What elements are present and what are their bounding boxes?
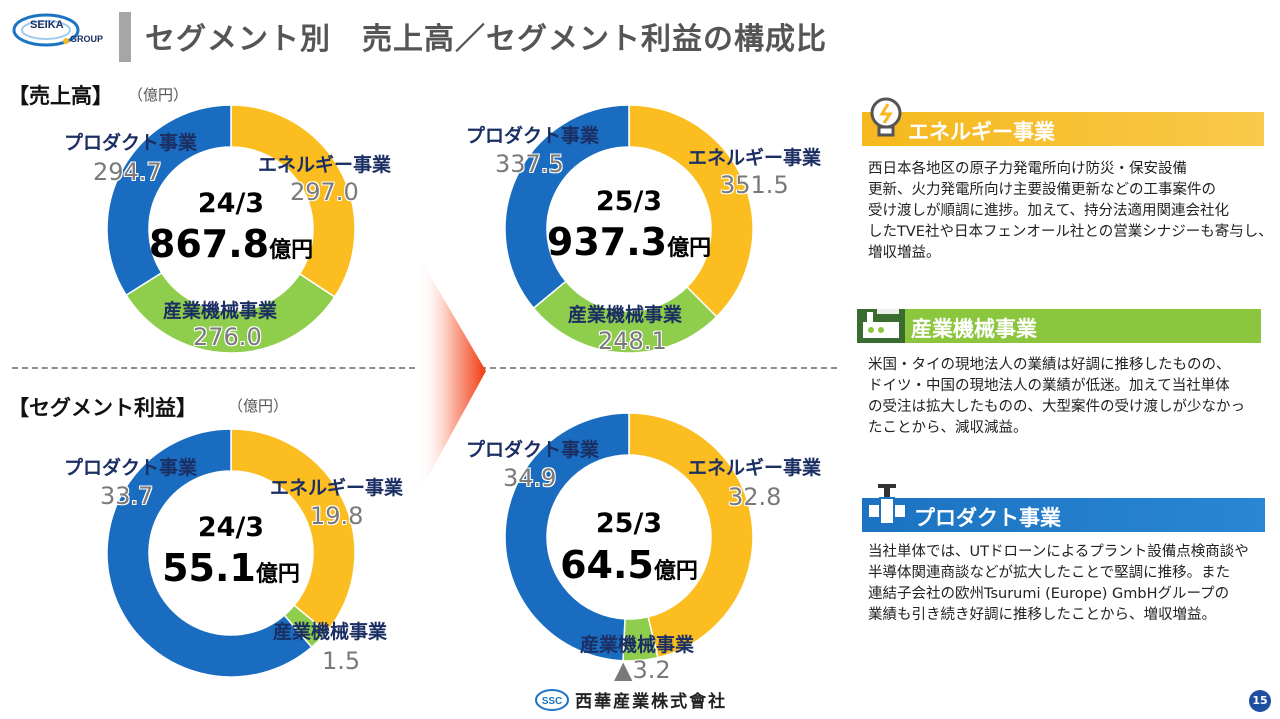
- product-line: 当社単体では、UTドローンによるプラント設備点検商談や: [868, 544, 1249, 560]
- industrial-line: 米国・タイの現地法人の業績は好調に推移したものの、: [868, 357, 1231, 373]
- industrial-panel-header: 産業機械事業: [857, 309, 1261, 343]
- slice-label-value: 351.5: [720, 171, 789, 199]
- sales-24-period: 24/3: [197, 188, 265, 219]
- energy-line: 更新、火力発電所向け主要設備更新などの工事案件の: [868, 182, 1216, 198]
- profit-25-total-unit: 億円: [653, 559, 698, 584]
- product-panel-header: プロダクト事業: [862, 498, 1265, 532]
- profit-unit-label: （億円）: [228, 397, 289, 415]
- sales-25-total-value: 937.3: [546, 220, 668, 264]
- svg-text:GROUP: GROUP: [70, 34, 103, 44]
- industrial-slice: [125, 271, 336, 354]
- product-slice: [504, 412, 630, 662]
- slice-label-value: ▲3.2: [614, 656, 671, 684]
- slice-label-value: 19.8: [310, 502, 364, 530]
- profit-donut-24-3: [106, 428, 356, 678]
- slice-label-value: 294.7: [93, 158, 162, 186]
- profit-section-label: 【セグメント利益】: [8, 396, 197, 420]
- profit-24-period: 24/3: [197, 512, 265, 543]
- lightbulb-icon: [870, 97, 902, 137]
- product-slice: [504, 104, 630, 310]
- energy-line: 受け渡しが順調に進捗。加えて、持分法適用関連会社化: [868, 203, 1230, 219]
- ssc-mark-icon: SSC: [535, 688, 569, 711]
- energy-slice: [230, 428, 356, 634]
- sales-donut-24-3: [106, 104, 356, 354]
- page-number: 15: [1249, 690, 1271, 712]
- transition-arrow: [418, 255, 486, 495]
- slice-label-value: 33.7: [100, 482, 154, 510]
- profit-donut-25-3: [504, 412, 754, 662]
- slice-label-name: エネルギー事業: [258, 154, 392, 176]
- energy-panel-text: 西日本各地区の原子力発電所向け防災・保安設備 更新、火力発電所向け主要設備更新な…: [868, 159, 1273, 264]
- sales-donut-25-3: [504, 104, 754, 354]
- sales-25-total-unit: 億円: [667, 236, 712, 261]
- slice-label-value: 297.0: [290, 178, 359, 206]
- sales-25-total: 937.3億円: [519, 220, 739, 264]
- product-line: 半導体関連商談などが拡大したことで堅調に推移。また: [868, 565, 1231, 581]
- svg-text:SSC: SSC: [542, 696, 563, 707]
- slice-label-value: 32.8: [728, 483, 782, 511]
- title-accent-bar: [119, 12, 131, 62]
- industrial-panel-text: 米国・タイの現地法人の業績は好調に推移したものの、 ドイツ・中国の現地法人の業績…: [868, 355, 1245, 439]
- industrial-panel-title: 産業機械事業: [911, 317, 1037, 341]
- industrial-line: たことから、減収減益。: [868, 420, 1028, 436]
- energy-slice: [230, 104, 356, 298]
- slice-label-name: プロダクト事業: [466, 439, 600, 461]
- energy-slice: [628, 104, 754, 318]
- slice-label-name: プロダクト事業: [64, 132, 198, 154]
- sales-24-total-value: 867.8: [148, 222, 270, 266]
- energy-panel-bar: [862, 112, 1264, 146]
- slice-label-name: 産業機械事業: [580, 634, 695, 656]
- valve-icon: [867, 484, 907, 525]
- sales-unit-label: （億円）: [128, 86, 189, 104]
- slice-label-name: 産業機械事業: [163, 300, 278, 322]
- slice-label-name: プロダクト事業: [64, 457, 198, 479]
- product-slice: [106, 104, 232, 297]
- slice-label-value: 337.5: [495, 150, 564, 178]
- profit-24-total: 55.1億円: [121, 546, 341, 590]
- slice-label-value: 1.5: [322, 647, 361, 675]
- industrial-panel-bar: [857, 309, 1261, 343]
- slice-label-value: 34.9: [503, 464, 557, 492]
- svg-text:SEIKA: SEIKA: [30, 19, 64, 31]
- energy-panel-title: エネルギー事業: [908, 120, 1055, 144]
- profit-25-total-value: 64.5: [560, 543, 654, 587]
- industrial-line: ドイツ・中国の現地法人の業績が低迷。加えて当社単体: [868, 378, 1230, 394]
- slice-label-name: エネルギー事業: [688, 147, 822, 169]
- slice-label-name: プロダクト事業: [466, 125, 600, 147]
- seika-group-logo: SEIKA GROUP: [12, 13, 103, 47]
- page-title: セグメント別 売上高／セグメント利益の構成比: [145, 22, 827, 57]
- energy-panel-header: エネルギー事業: [862, 112, 1264, 146]
- energy-line: 増収増益。: [868, 245, 941, 261]
- energy-line: 西日本各地区の原子力発電所向け防災・保安設備: [868, 161, 1187, 177]
- profit-24-total-value: 55.1: [162, 546, 256, 590]
- slice-label-name: 産業機械事業: [273, 621, 388, 643]
- left-divider: [12, 367, 415, 369]
- slice-label-value: 248.1: [598, 327, 667, 355]
- factory-icon: [863, 300, 899, 338]
- product-panel-text: 当社単体では、UTドローンによるプラント設備点検商談や 半導体関連商談などが拡大…: [868, 542, 1249, 626]
- slice-label-name: エネルギー事業: [688, 457, 822, 479]
- company-footer: SSC 西華産業株式會社: [534, 687, 727, 712]
- company-name: 西華産業株式會社: [575, 692, 728, 712]
- sales-24-total-unit: 億円: [269, 238, 314, 263]
- industrial-line: の受注は拡大したものの、大型案件の受け渡しが少なかっ: [868, 399, 1245, 415]
- profit-25-period: 25/3: [595, 508, 663, 539]
- sales-25-period: 25/3: [595, 186, 663, 217]
- energy-slice: [628, 412, 754, 659]
- product-line: 連結子会社の欧州Tsurumi (Europe) GmbHグループの: [868, 586, 1230, 602]
- product-line: 業績も引き続き好調に推移したことから、増収増益。: [868, 607, 1216, 623]
- sales-section-label: 【売上高】: [8, 84, 113, 108]
- slice-label-value: 276.0: [193, 323, 262, 351]
- profit-25-total: 64.5億円: [519, 543, 739, 587]
- product-slice: [106, 428, 313, 678]
- profit-24-total-unit: 億円: [255, 562, 300, 587]
- product-panel-title: プロダクト事業: [914, 506, 1061, 530]
- right-divider: [480, 367, 837, 369]
- product-panel-bar: [862, 498, 1265, 532]
- slice-label-name: 産業機械事業: [568, 304, 683, 326]
- energy-line: したTVE社や日本フェンオール社との営業シナジーも寄与し、: [868, 224, 1273, 240]
- slice-label-name: エネルギー事業: [270, 477, 404, 499]
- sales-24-total: 867.8億円: [121, 222, 341, 266]
